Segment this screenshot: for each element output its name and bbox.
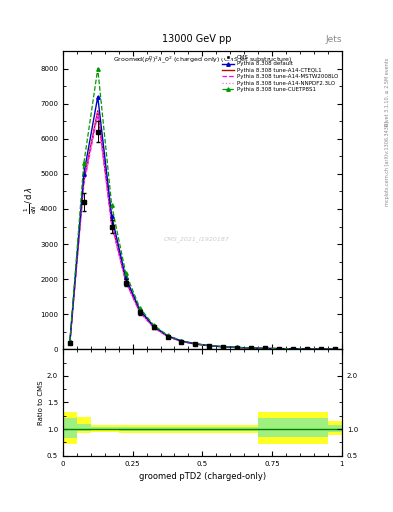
Bar — [77, 424, 91, 431]
Bar — [217, 425, 230, 433]
Text: Groomed$(p_T^D)^2\lambda\_0^2$ (charged only) (CMS jet substructure): Groomed$(p_T^D)^2\lambda\_0^2$ (charged … — [112, 54, 292, 65]
Text: Rivet 3.1.10, ≥ 2.5M events: Rivet 3.1.10, ≥ 2.5M events — [385, 58, 390, 126]
Bar — [286, 418, 300, 437]
Text: Jets: Jets — [325, 34, 342, 44]
Bar — [202, 425, 217, 433]
X-axis label: groomed pTD2 (charged-only): groomed pTD2 (charged-only) — [139, 472, 266, 481]
Bar — [272, 418, 286, 437]
Bar — [189, 427, 202, 431]
Bar — [133, 425, 147, 433]
Bar — [244, 425, 258, 433]
Bar — [258, 412, 272, 444]
Bar — [105, 427, 119, 430]
Bar — [230, 427, 244, 431]
Bar — [119, 425, 133, 433]
Bar — [91, 427, 105, 430]
Bar — [328, 425, 342, 432]
Bar — [300, 412, 314, 444]
Legend: CMS, Pythia 8.308 default, Pythia 8.308 tune-A14-CTEQL1, Pythia 8.308 tune-A14-M: CMS, Pythia 8.308 default, Pythia 8.308 … — [221, 54, 339, 93]
Bar — [286, 412, 300, 444]
Bar — [189, 425, 202, 433]
Text: 13000 GeV pp: 13000 GeV pp — [162, 33, 231, 44]
Bar — [147, 425, 161, 433]
Y-axis label: Ratio to CMS: Ratio to CMS — [38, 380, 44, 425]
Bar — [328, 421, 342, 435]
Bar — [91, 425, 105, 432]
Bar — [133, 427, 147, 431]
Bar — [161, 425, 174, 433]
Bar — [244, 427, 258, 431]
Bar — [105, 425, 119, 432]
Bar — [174, 427, 189, 431]
Bar — [63, 418, 77, 438]
Bar — [119, 427, 133, 431]
Bar — [147, 427, 161, 431]
Bar — [314, 412, 328, 444]
Bar — [202, 427, 217, 431]
Bar — [77, 417, 91, 433]
Bar — [300, 418, 314, 437]
Bar — [63, 412, 77, 444]
Y-axis label: $\frac{1}{\mathrm{d}N}\,/\,\mathrm{d}\,\lambda$: $\frac{1}{\mathrm{d}N}\,/\,\mathrm{d}\,\… — [22, 186, 39, 214]
Bar — [314, 418, 328, 437]
Bar — [174, 425, 189, 433]
Text: mcplots.cern.ch [arXiv:1306.3436]: mcplots.cern.ch [arXiv:1306.3436] — [385, 121, 390, 206]
Bar — [258, 418, 272, 437]
Bar — [161, 427, 174, 431]
Text: CMS_2021_I1920187: CMS_2021_I1920187 — [164, 236, 230, 242]
Bar — [230, 425, 244, 433]
Bar — [217, 427, 230, 431]
Bar — [272, 412, 286, 444]
